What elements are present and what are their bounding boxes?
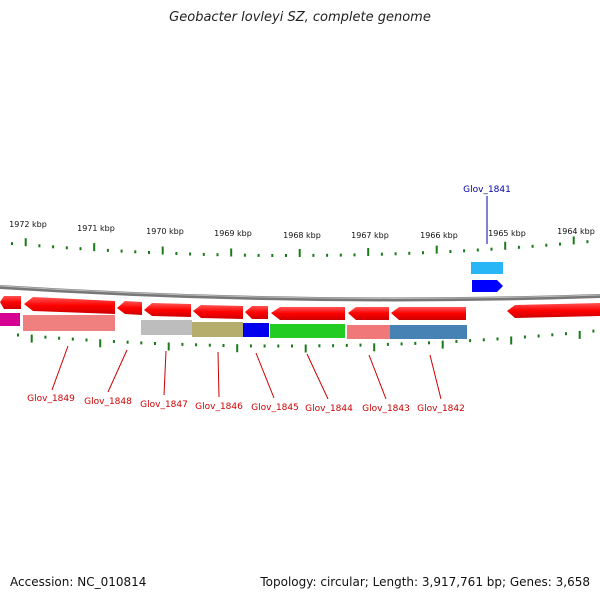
feature-blocks [0, 313, 467, 339]
kbp-label: 1969 kbp [214, 229, 252, 238]
kbp-label: 1970 kbp [146, 227, 184, 236]
gene-label-glov-1843[interactable]: Glov_1843 [362, 404, 410, 414]
feature-block[interactable] [192, 322, 243, 337]
gene-label-glov-1847[interactable]: Glov_1847 [140, 400, 188, 410]
gene-label-glov-1848[interactable]: Glov_1848 [84, 397, 132, 407]
feature-block[interactable] [243, 323, 269, 337]
feature-block[interactable] [141, 320, 192, 335]
gene-label-leaders [51, 345, 442, 400]
kbp-label: 1971 kbp [77, 224, 115, 233]
kbp-label: 1967 kbp [351, 231, 389, 240]
gene-label-glov-1841[interactable]: Glov_1841 [463, 185, 511, 195]
genome-title: Geobacter lovleyi SZ, complete genome [169, 10, 431, 25]
kbp-labels: 1972 kbp 1971 kbp 1970 kbp 1969 kbp 1968… [9, 220, 595, 240]
feature-block[interactable] [270, 324, 345, 338]
gene-label-glov-1845[interactable]: Glov_1845 [251, 403, 299, 413]
genome-summary-text: Topology: circular; Length: 3,917,761 bp… [260, 575, 590, 589]
gene-arrow[interactable] [24, 297, 115, 314]
feature-block[interactable] [0, 313, 20, 326]
gene-arrow[interactable] [391, 307, 466, 320]
accession-text: Accession: NC_010814 [10, 575, 147, 589]
feature-block[interactable] [347, 325, 390, 339]
gene-arrow[interactable] [271, 307, 345, 320]
kbp-label: 1964 kbp [557, 227, 595, 236]
gene-glov-1841-arrow[interactable] [472, 280, 503, 292]
tick-row-top [11, 236, 589, 257]
kbp-label: 1968 kbp [283, 231, 321, 240]
gene-arrow[interactable] [117, 301, 142, 315]
kbp-label: 1972 kbp [9, 220, 47, 229]
tick-row-bottom [17, 329, 595, 353]
gene-label-glov-1849[interactable]: Glov_1849 [27, 394, 75, 404]
gene-arrow[interactable] [193, 305, 243, 319]
gene-arrow[interactable] [0, 296, 21, 309]
feature-block[interactable] [390, 325, 467, 339]
gene-label-glov-1846[interactable]: Glov_1846 [195, 402, 243, 412]
gene-arrow[interactable] [348, 307, 389, 320]
gene-labels: Glov_1849 Glov_1848 Glov_1847 Glov_1846 … [27, 394, 465, 414]
gene-label-glov-1844[interactable]: Glov_1844 [305, 404, 353, 414]
gene-label-glov-1842[interactable]: Glov_1842 [417, 404, 465, 414]
genome-backbone [0, 285, 600, 302]
kbp-label: 1965 kbp [488, 229, 526, 238]
gene-arrow[interactable] [245, 306, 268, 319]
gene-arrow[interactable] [507, 303, 600, 318]
feature-block[interactable] [23, 315, 115, 331]
gene-arrow[interactable] [144, 303, 191, 317]
reverse-strand-arrows [0, 296, 600, 320]
gene-glov-1841-feature-light[interactable] [471, 262, 503, 274]
kbp-label: 1966 kbp [420, 231, 458, 240]
